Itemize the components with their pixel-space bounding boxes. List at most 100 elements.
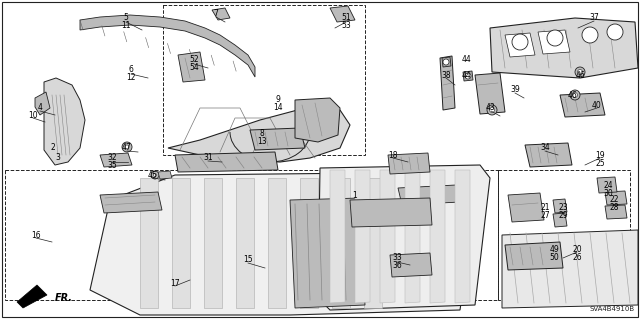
Circle shape — [487, 105, 497, 115]
Polygon shape — [330, 6, 355, 22]
Circle shape — [577, 70, 582, 75]
Polygon shape — [355, 170, 370, 303]
Text: 50: 50 — [549, 253, 559, 262]
Text: 23: 23 — [558, 203, 568, 211]
Text: 44: 44 — [462, 70, 472, 79]
Polygon shape — [553, 199, 567, 213]
Text: 12: 12 — [126, 73, 136, 83]
Polygon shape — [172, 178, 190, 308]
Polygon shape — [525, 143, 572, 167]
Polygon shape — [605, 191, 627, 205]
Polygon shape — [390, 253, 432, 277]
Polygon shape — [597, 177, 617, 193]
Circle shape — [575, 67, 585, 77]
Text: 6: 6 — [129, 65, 133, 75]
Polygon shape — [175, 152, 278, 172]
Text: 9: 9 — [276, 95, 280, 105]
Polygon shape — [80, 15, 255, 77]
Circle shape — [490, 108, 495, 113]
Polygon shape — [290, 198, 365, 308]
Circle shape — [154, 174, 157, 176]
Polygon shape — [100, 192, 162, 213]
Polygon shape — [553, 213, 567, 227]
Polygon shape — [178, 52, 205, 82]
Polygon shape — [505, 242, 563, 270]
Polygon shape — [90, 172, 478, 315]
Polygon shape — [100, 153, 132, 167]
Circle shape — [443, 59, 449, 65]
Polygon shape — [430, 170, 445, 303]
Text: FR.: FR. — [55, 293, 73, 303]
Text: 16: 16 — [31, 231, 41, 240]
Polygon shape — [268, 178, 286, 308]
Polygon shape — [508, 193, 544, 222]
Text: 22: 22 — [609, 196, 619, 204]
Circle shape — [151, 171, 159, 179]
Circle shape — [125, 145, 129, 149]
Text: 8: 8 — [260, 129, 264, 137]
Polygon shape — [44, 78, 85, 165]
Polygon shape — [463, 71, 473, 81]
Polygon shape — [204, 178, 222, 308]
Text: 2: 2 — [51, 144, 56, 152]
Circle shape — [122, 142, 132, 152]
Polygon shape — [405, 170, 420, 303]
Polygon shape — [538, 30, 570, 54]
Text: 17: 17 — [170, 278, 180, 287]
Circle shape — [570, 90, 580, 100]
Text: SVA4B4910B: SVA4B4910B — [590, 306, 635, 312]
Text: 39: 39 — [510, 85, 520, 94]
Circle shape — [573, 93, 577, 98]
Polygon shape — [250, 128, 305, 150]
Polygon shape — [502, 230, 638, 308]
Polygon shape — [350, 198, 432, 227]
Text: 35: 35 — [107, 161, 117, 170]
Text: 15: 15 — [243, 256, 253, 264]
Text: 3: 3 — [56, 153, 60, 162]
Text: 7: 7 — [214, 10, 218, 19]
Text: 5: 5 — [124, 13, 129, 23]
Polygon shape — [158, 171, 172, 179]
Text: 30: 30 — [603, 189, 613, 197]
Text: 19: 19 — [595, 151, 605, 160]
Text: 44: 44 — [461, 56, 471, 64]
Text: 28: 28 — [609, 204, 619, 212]
Text: 26: 26 — [572, 253, 582, 262]
Polygon shape — [140, 178, 158, 308]
Polygon shape — [388, 153, 430, 174]
Circle shape — [512, 34, 528, 50]
Text: 10: 10 — [28, 110, 38, 120]
Polygon shape — [442, 57, 451, 67]
Bar — [5, 170, 320, 300]
Text: 29: 29 — [558, 211, 568, 219]
Polygon shape — [295, 98, 340, 142]
Text: 52: 52 — [189, 56, 199, 64]
Text: 11: 11 — [121, 21, 131, 31]
Polygon shape — [440, 56, 455, 110]
Polygon shape — [364, 178, 382, 308]
Circle shape — [547, 30, 563, 46]
Polygon shape — [490, 18, 638, 78]
Text: 46: 46 — [568, 91, 578, 100]
Polygon shape — [17, 285, 47, 308]
Polygon shape — [455, 170, 470, 303]
Polygon shape — [35, 92, 50, 115]
Polygon shape — [380, 170, 395, 303]
Polygon shape — [605, 205, 627, 219]
Text: 43: 43 — [486, 103, 496, 113]
Circle shape — [465, 73, 471, 79]
Polygon shape — [332, 178, 350, 308]
Text: 49: 49 — [549, 244, 559, 254]
Text: 51: 51 — [341, 13, 351, 23]
Circle shape — [607, 24, 623, 40]
Polygon shape — [318, 165, 490, 310]
Polygon shape — [212, 8, 230, 20]
Circle shape — [582, 27, 598, 43]
Text: 25: 25 — [595, 159, 605, 167]
Text: 38: 38 — [441, 70, 451, 79]
Bar — [498, 170, 630, 300]
Bar — [320, 170, 498, 300]
Polygon shape — [168, 108, 350, 162]
Text: 1: 1 — [353, 190, 357, 199]
Polygon shape — [475, 73, 505, 114]
